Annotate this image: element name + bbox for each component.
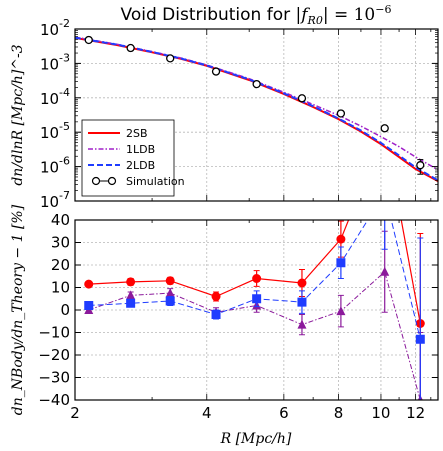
bottom-y-tick-label: 0 [60,301,70,319]
bottom-y-tick-label: 20 [51,256,70,274]
top-y-tick-label: 10-6 [40,155,70,177]
top-ticks [74,28,438,202]
bottom-y-tick-label: −30 [38,369,70,387]
bottom-panel: −40 −30 −20 −10 0 10 20 30 40 2 4 6 8 10 12 dn_NBody/… [10,189,439,447]
bottom-point-1LDB [336,306,346,316]
bottom-point-2SB [252,274,262,283]
bottom-point-2SB [211,292,221,301]
bottom-y-tick-labels: −40 −30 −20 −10 0 10 20 30 40 [38,211,70,409]
bottom-point-1LDB [297,319,307,329]
simulation-point [211,67,221,76]
bottom-x-tick-label: 2 [70,404,80,422]
bottom-point-1LDB [380,266,390,276]
top-panel: 10-2 10-3 10-4 10-5 10-6 10-7 dn/dlnR [Mpc/h]… [10,17,439,211]
top-series-line-2LDB [75,36,438,182]
bottom-y-axis-label: dn_NBody/dn_Theory − 1 [%] [10,204,26,415]
chart-title: Void Distribution for |fR0| = 10−6 [121,3,392,27]
simulation-point [336,109,346,118]
top-series [75,35,438,182]
bottom-point-2LDB [252,294,262,304]
simulation-point [380,124,389,133]
bottom-point-2SB [126,277,136,287]
bottom-y-tick-label: −20 [38,346,70,364]
bottom-y-tick-label: 10 [51,279,70,297]
bottom-point-2SB [165,276,175,286]
bottom-x-tick-label: 6 [279,404,289,422]
bottom-x-tick-labels: 2 4 6 8 10 12 [70,404,425,422]
bottom-y-tick-label: 30 [51,234,70,252]
bottom-point-2LDB [415,334,425,344]
simulation-point [297,94,307,103]
simulation-point [252,79,261,89]
bottom-y-tick-label: −10 [38,324,70,342]
legend-label-2LDB: 2LDB [126,159,155,172]
bottom-point-2LDB [336,258,346,268]
top-y-tick-label: 10-3 [40,51,70,73]
bottom-point-2SB [297,278,307,288]
bottom-point-2SB [84,279,94,289]
top-y-tick-label: 10-4 [40,86,70,108]
top-y-tick-label: 10-5 [40,120,70,142]
simulation-point [416,161,425,170]
bottom-point-1LDB [165,288,175,298]
bottom-x-tick-label: 8 [334,404,344,422]
bottom-point-2LDB [380,189,389,198]
bottom-x-tick-label: 10 [371,404,390,422]
legend-label-1LDB: 1LDB [126,143,155,156]
bottom-point-2LDB [211,310,221,319]
legend-label-2SB: 2SB [126,127,148,140]
bottom-point-2LDB [165,296,175,306]
simulation-point [166,54,175,63]
legend-marker-simulation [91,176,117,186]
bottom-point-2SB [336,234,346,244]
bottom-y-tick-label: −40 [38,391,70,409]
bottom-series-line-1LDB [88,270,421,400]
top-y-tick-label: 10-2 [40,17,70,39]
top-frame [74,28,439,202]
bottom-y-tick-label: 40 [51,211,70,229]
legend: 2SB 1LDB 2LDB Simulation [81,119,185,197]
bottom-point-2LDB [84,301,94,310]
bottom-x-tick-label: 12 [406,404,425,422]
top-y-tick-labels: 10-2 10-3 10-4 10-5 10-6 10-7 [40,17,70,211]
bottom-x-axis-label: R [Mpc/h] [220,431,292,447]
bottom-series-line-2LDB [88,220,421,340]
bottom-point-1LDB [126,290,136,300]
top-y-axis-label: dn/dlnR [Mpc/h]^-3 [10,44,26,185]
bottom-ticks [74,219,438,401]
simulation-point [126,43,135,53]
bottom-point-2LDB [297,297,307,307]
legend-label-simulation: Simulation [126,175,185,188]
simulation-point [84,35,93,45]
bottom-x-tick-label: 4 [202,404,212,422]
bottom-point-2LDB [126,298,136,308]
bottom-series [84,189,425,400]
top-y-tick-label: 10-7 [40,189,70,211]
